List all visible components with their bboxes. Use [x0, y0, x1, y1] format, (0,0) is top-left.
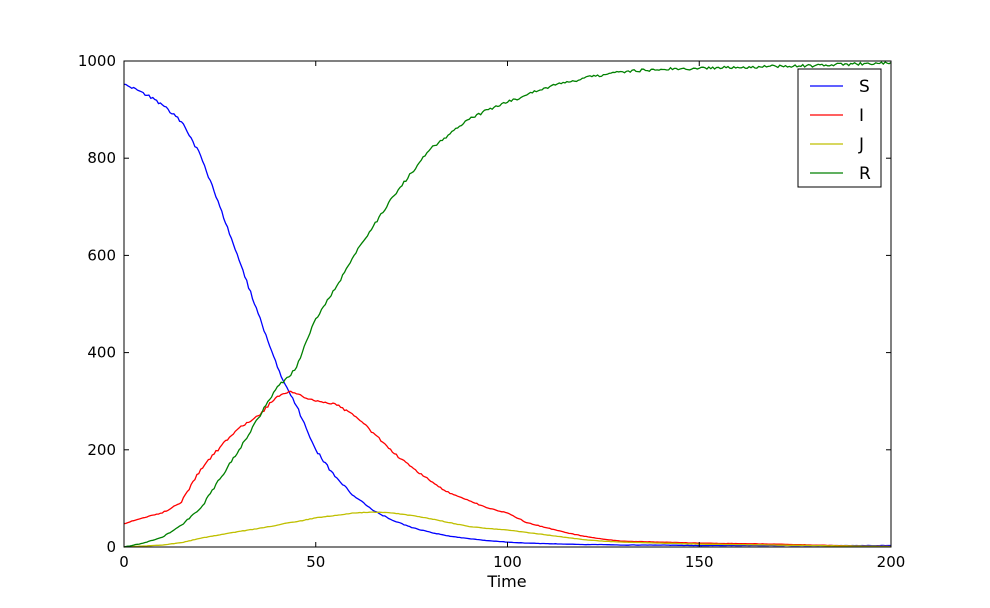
legend-label-i: I: [859, 106, 864, 126]
series-line-i: [123, 390, 891, 548]
legend-box: [797, 68, 882, 188]
x-tick-label: 150: [685, 553, 714, 571]
legend-label-r: R: [859, 164, 871, 184]
x-tick-label: 50: [306, 553, 325, 571]
y-tick-label: 1000: [78, 52, 116, 70]
y-tick-label: 800: [87, 149, 116, 167]
legend-label-s: S: [859, 77, 870, 97]
y-tick-label: 200: [87, 441, 116, 459]
x-tick-label: 200: [877, 553, 906, 571]
x-tick-label: 100: [493, 553, 522, 571]
axes: 0 50 100 150 200 0 200 400 600 800 1000: [78, 52, 906, 571]
x-axis-label: Time: [486, 572, 526, 591]
x-tick-label: 0: [119, 553, 129, 571]
series-line-j: [123, 511, 892, 548]
y-tick-label: 600: [87, 246, 116, 264]
y-tick-label: 400: [87, 344, 116, 362]
series-line-r: [123, 61, 892, 548]
legend-label-j: J: [858, 135, 864, 155]
y-tick-label: 0: [106, 538, 116, 556]
